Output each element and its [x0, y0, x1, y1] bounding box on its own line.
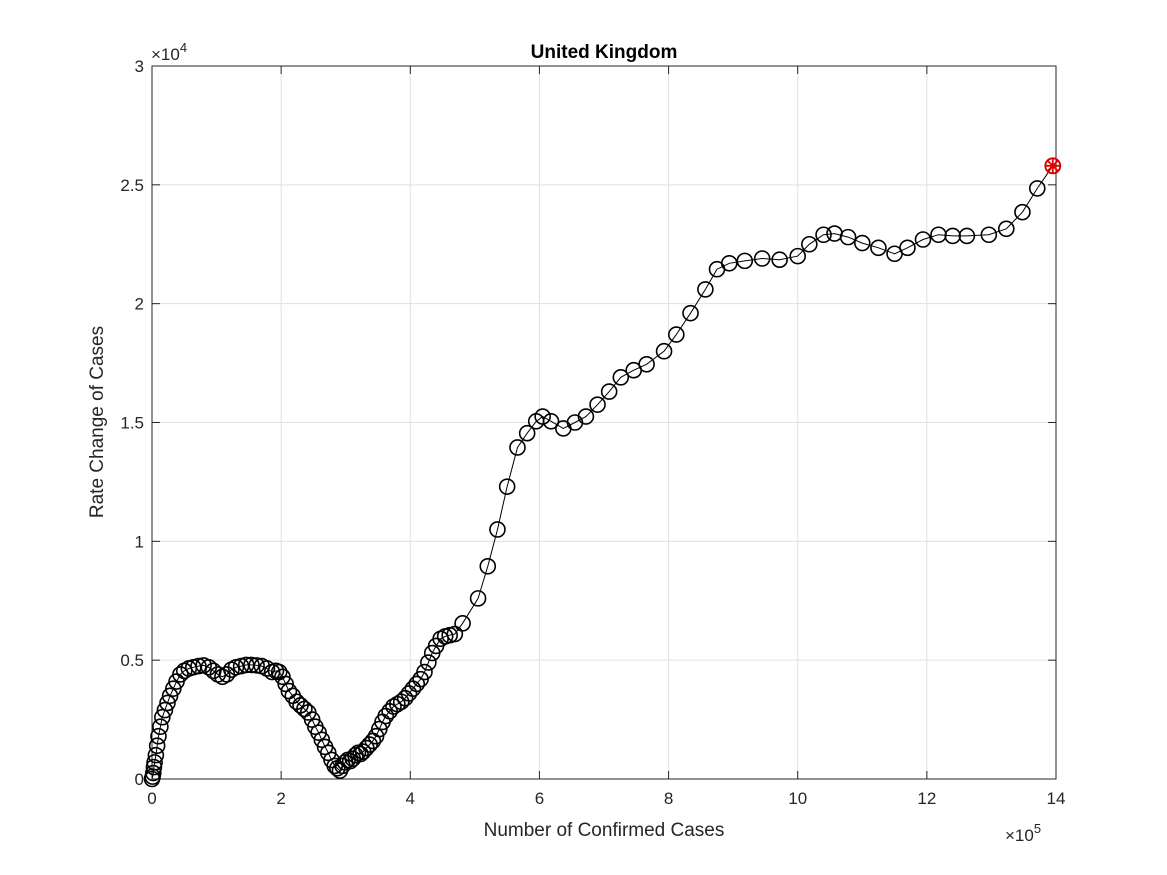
x-tick-label: 10: [788, 789, 807, 808]
data-point: [839, 228, 857, 246]
data-point: [446, 625, 464, 643]
data-point: [498, 478, 516, 495]
y-axis-label: Rate Change of Cases: [87, 326, 108, 518]
data-point: [145, 758, 163, 776]
data-point: [958, 227, 976, 245]
data-point: [319, 744, 337, 762]
data-point: [668, 326, 685, 343]
y-tick-label: 0: [135, 770, 144, 789]
data-point: [303, 711, 321, 728]
data-point: [454, 615, 471, 632]
y-tick-label: 2.5: [120, 176, 144, 195]
data-point: [165, 680, 182, 697]
data-point: [370, 720, 388, 738]
data-point: [542, 413, 560, 430]
tick-labels: 0 2 4 6 8 10 12 14 0 0.5 1 1.5 2 2.5 3: [120, 57, 1065, 808]
x-tick-label: 12: [917, 789, 936, 808]
data-point: [258, 660, 276, 677]
data-point: [352, 745, 369, 763]
data-point: [736, 252, 754, 270]
data-point: [420, 654, 437, 671]
x-tick-label: 14: [1047, 789, 1066, 808]
data-point: [577, 408, 595, 425]
data-point: [997, 220, 1015, 238]
data-point: [280, 682, 298, 700]
data-point: [801, 235, 818, 253]
grid: [151, 65, 1057, 780]
data-point: [148, 737, 166, 755]
x-tick-label: 8: [664, 789, 673, 808]
data-point: [146, 754, 163, 771]
data-point: [156, 701, 174, 719]
data-point: [408, 675, 426, 693]
data-point: [367, 727, 385, 745]
data-point: [161, 687, 179, 705]
data-point: [980, 226, 998, 244]
data-point: [416, 663, 433, 681]
data-point: [361, 736, 378, 753]
data-point: [853, 234, 871, 252]
x-tick-label: 6: [535, 789, 544, 808]
y-tick-label: 1: [135, 532, 144, 551]
data-point: [159, 694, 176, 712]
data-point: [899, 239, 916, 257]
data-point: [753, 250, 771, 267]
data-point: [789, 247, 807, 265]
data-point: [147, 746, 165, 764]
data-point: [589, 396, 606, 413]
axes: [151, 65, 1057, 780]
data-point: [1014, 203, 1031, 221]
data-point: [310, 724, 327, 741]
data-point: [518, 424, 536, 442]
data-point: [172, 666, 189, 683]
x-tick-label: 0: [147, 789, 156, 808]
y-tick-label: 0.5: [120, 651, 144, 670]
data-point: [313, 731, 331, 749]
data-point: [655, 342, 673, 360]
x-axis-exponent: ×105: [1005, 821, 1041, 845]
y-tick-label: 2: [135, 295, 144, 314]
highlight-star-stroke: [1046, 159, 1060, 173]
data-point: [720, 254, 738, 272]
data-point: [771, 251, 788, 268]
data-point: [697, 281, 714, 298]
x-tick-label: 2: [276, 789, 285, 808]
x-axis-label: Number of Confirmed Cases: [484, 820, 725, 841]
y-tick-label: 1.5: [120, 414, 144, 433]
data-series: [143, 157, 1062, 788]
data-point: [248, 657, 265, 674]
data-point: [612, 369, 630, 386]
data-point: [144, 764, 162, 782]
y-axis-exponent: ×104: [151, 40, 187, 64]
chart-title: United Kingdom: [531, 42, 678, 63]
data-point: [479, 557, 497, 575]
data-point: [600, 383, 618, 400]
highlight-marker: [1044, 157, 1062, 175]
data-point: [154, 708, 171, 726]
data-point: [914, 231, 932, 248]
data-point: [296, 700, 313, 718]
data-point: [277, 675, 294, 693]
data-point: [489, 521, 506, 538]
series-line: [151, 165, 1054, 780]
data-point: [243, 656, 260, 674]
data-point: [509, 439, 526, 456]
data-point: [274, 668, 291, 686]
data-point: [469, 590, 487, 607]
data-point: [1028, 180, 1046, 197]
data-point: [150, 727, 167, 745]
data-point: [870, 239, 887, 257]
y-tick-label: 3: [135, 57, 144, 76]
data-point: [152, 718, 169, 736]
data-point: [682, 304, 699, 322]
data-point: [815, 226, 832, 244]
data-point: [534, 408, 551, 425]
x-tick-label: 4: [406, 789, 415, 808]
data-point: [190, 657, 207, 675]
data-point: [638, 355, 655, 373]
